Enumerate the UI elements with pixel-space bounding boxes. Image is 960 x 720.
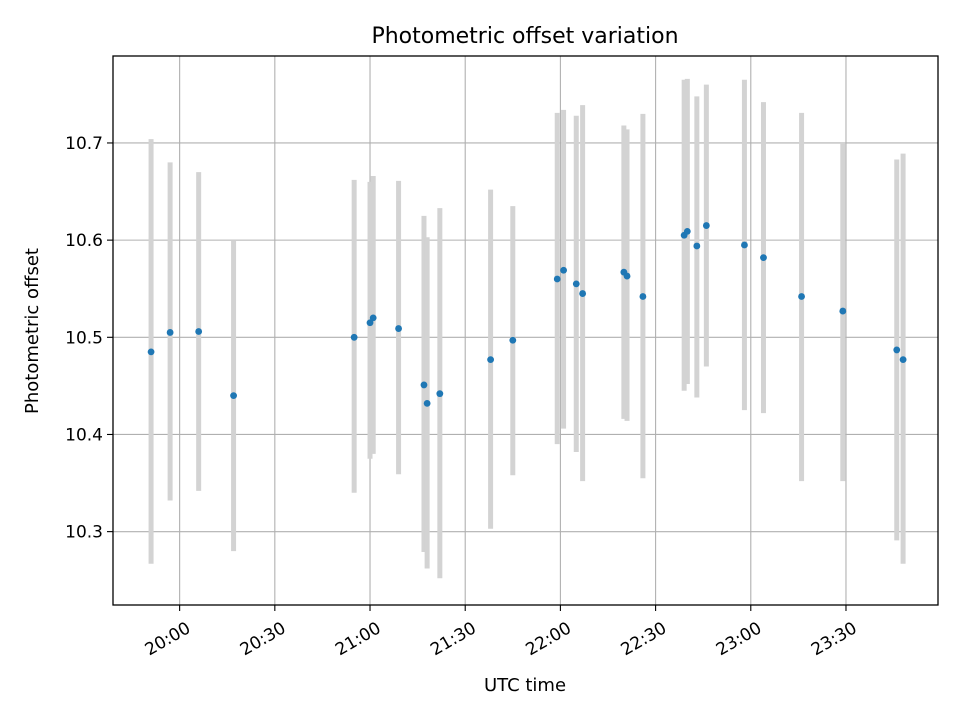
- data-point: [230, 392, 237, 400]
- data-point: [693, 242, 701, 250]
- data-point: [509, 336, 517, 344]
- data-point: [366, 319, 374, 327]
- data-point: [623, 272, 631, 280]
- data-point: [369, 314, 377, 322]
- chart-title: Photometric offset variation: [371, 24, 678, 49]
- y-tick-label: 10.4: [65, 425, 103, 445]
- data-point: [423, 399, 431, 407]
- y-axis-ticks: 10.3 10.4 10.5 10.6 10.7: [65, 134, 113, 543]
- data-point: [147, 348, 155, 356]
- data-point: [579, 290, 587, 297]
- data-point: [436, 390, 444, 398]
- y-tick-label: 10.7: [65, 134, 103, 154]
- data-point: [560, 266, 567, 274]
- y-axis-label: Photometric offset: [22, 248, 43, 414]
- y-tick-label: 10.5: [65, 328, 103, 348]
- data-point: [487, 356, 494, 364]
- data-point: [395, 325, 402, 332]
- data-point: [702, 222, 710, 229]
- data-point: [420, 381, 428, 389]
- data-point: [683, 227, 691, 235]
- data-point: [899, 356, 907, 364]
- plot-area-frame: [112, 55, 939, 606]
- data-point: [195, 328, 203, 335]
- data-point: [350, 333, 358, 341]
- data-point: [741, 241, 748, 249]
- data-point: [760, 254, 767, 262]
- x-axis-label: UTC time: [484, 675, 566, 696]
- data-points: [147, 222, 907, 407]
- y-tick-label: 10.3: [65, 523, 103, 543]
- data-point: [639, 293, 647, 300]
- data-point: [166, 329, 174, 336]
- y-tick-label: 10.6: [65, 231, 103, 251]
- data-point: [893, 346, 901, 354]
- data-point: [839, 307, 847, 315]
- data-point: [572, 280, 580, 288]
- data-point: [553, 275, 561, 283]
- data-point: [798, 293, 805, 300]
